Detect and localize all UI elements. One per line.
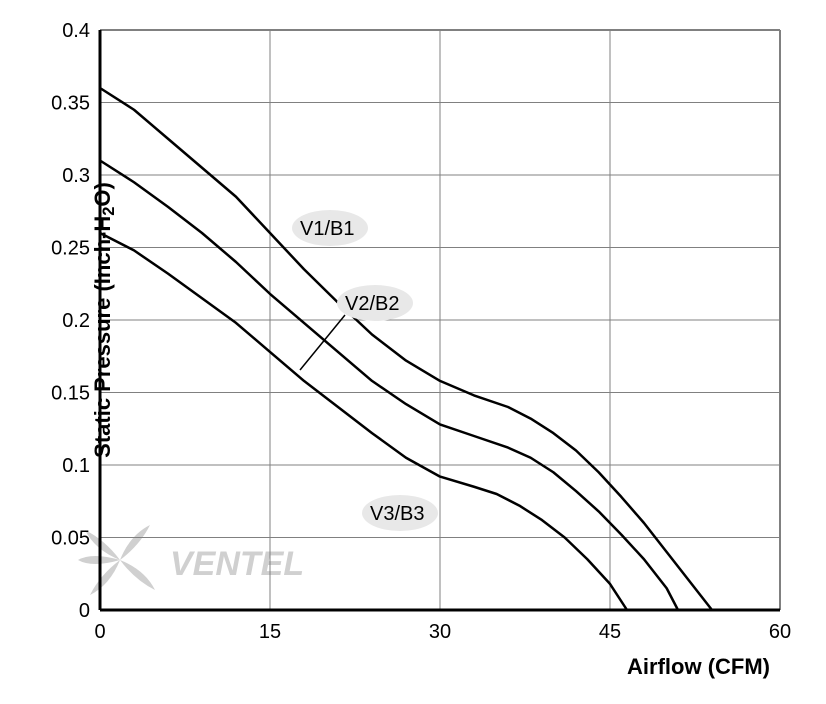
y-tick-label: 0.35 (51, 93, 90, 115)
leader-line (300, 315, 345, 370)
curve-v2-b2 (100, 161, 678, 611)
y-tick-label: 0.05 (51, 528, 90, 550)
x-tick-label: 45 (599, 621, 621, 643)
watermark-blade (120, 560, 155, 590)
series-label: V1/B1 (300, 218, 354, 240)
y-tick-label: 0.4 (62, 20, 90, 42)
watermark-blade (120, 525, 150, 560)
x-tick-label: 0 (94, 621, 105, 643)
y-tick-label: 0.1 (62, 455, 90, 477)
series-label: V3/B3 (370, 503, 424, 525)
series-label: V2/B2 (345, 293, 399, 315)
y-axis-label: Static Pressure (Inch-H2O) (90, 182, 118, 458)
watermark-blade (85, 530, 120, 560)
y-tick-label: 0 (79, 600, 90, 622)
y-tick-label: 0.3 (62, 165, 90, 187)
watermark-blade (90, 560, 120, 595)
chart-svg: VENTEL V1/B1 V2/B2 V3/B3 0 15 30 45 60 0 0.05 0.1 0.… (0, 0, 826, 704)
x-tick-label: 60 (769, 621, 791, 643)
x-tick-label: 15 (259, 621, 281, 643)
y-tick-label: 0.15 (51, 383, 90, 405)
fan-curve-chart: VENTEL V1/B1 V2/B2 V3/B3 0 15 30 45 60 0 0.05 0.1 0.… (0, 0, 826, 704)
watermark-text: VENTEL (170, 545, 304, 583)
x-axis-label: Airflow (CFM) (627, 654, 770, 679)
y-tick-label: 0.25 (51, 238, 90, 260)
y-tick-label: 0.2 (62, 310, 90, 332)
x-tick-label: 30 (429, 621, 451, 643)
